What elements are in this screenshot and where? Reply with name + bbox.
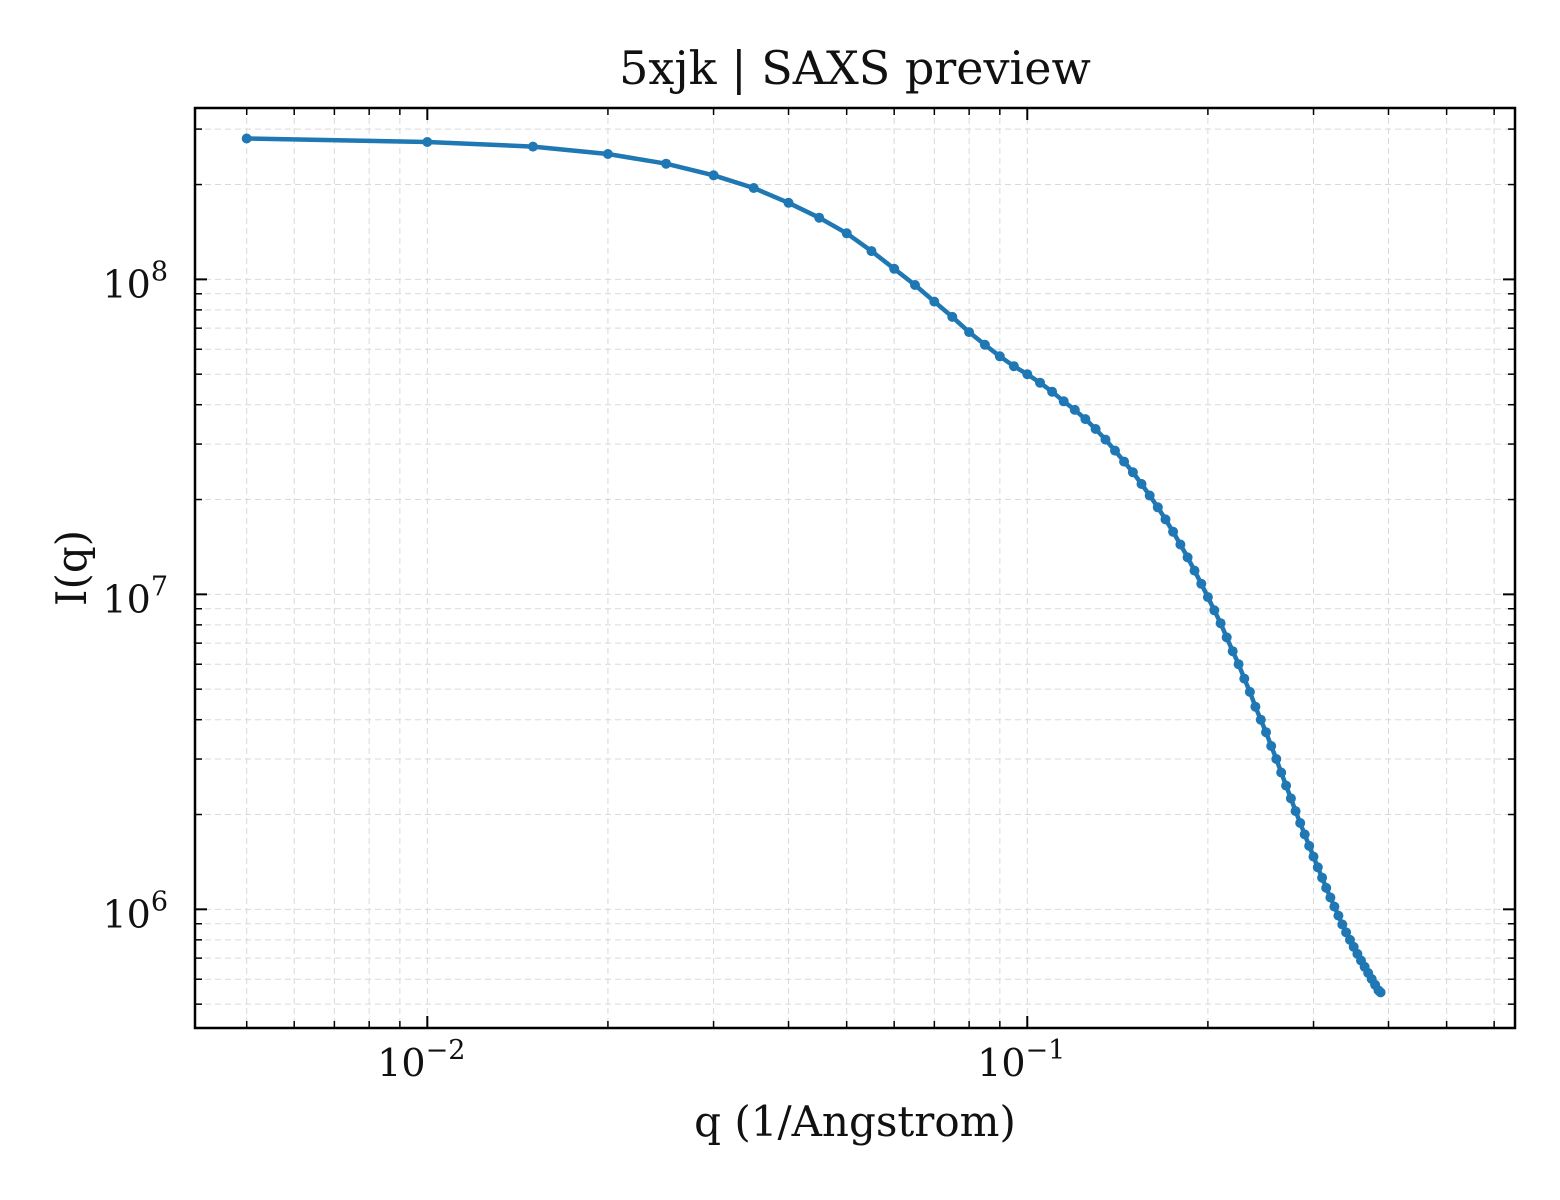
- y-tick-label: 107: [102, 571, 168, 621]
- data-point: [1255, 714, 1266, 725]
- data-point: [1209, 605, 1220, 616]
- data-point: [1261, 727, 1271, 738]
- data-point: [1182, 552, 1193, 563]
- data-point: [1035, 377, 1045, 388]
- data-point: [1202, 592, 1213, 603]
- data-point: [1189, 565, 1200, 576]
- y-tick-label: 108: [102, 256, 168, 306]
- data-point: [1215, 618, 1226, 629]
- data-point: [1317, 872, 1328, 883]
- data-point: [910, 280, 920, 290]
- data-point: [1152, 502, 1163, 513]
- data-point: [1136, 479, 1147, 489]
- data-point: [929, 296, 940, 307]
- data-point: [1175, 539, 1186, 550]
- data-point: [1047, 386, 1058, 397]
- data-point: [1008, 361, 1019, 372]
- data-point: [1337, 919, 1348, 930]
- data-point: [1090, 424, 1101, 434]
- data-point: [889, 263, 900, 274]
- series-layer: [241, 133, 1386, 998]
- data-point: [866, 246, 877, 257]
- data-point: [1271, 754, 1282, 764]
- data-point: [1160, 514, 1171, 525]
- data-point: [1244, 686, 1255, 697]
- data-point: [748, 183, 759, 193]
- data-point: [1239, 673, 1250, 684]
- data-point: [814, 212, 825, 223]
- data-point: [1110, 445, 1120, 456]
- x-tick-label: 10−2: [377, 1035, 465, 1085]
- data-point: [1312, 862, 1323, 873]
- data-point: [979, 339, 990, 350]
- x-tick-label: 10−1: [977, 1035, 1065, 1085]
- data-point: [1276, 767, 1287, 778]
- data-point: [1227, 646, 1238, 657]
- data-point: [1080, 414, 1091, 425]
- data-point: [1168, 526, 1179, 537]
- data-point: [1304, 840, 1315, 851]
- data-point: [528, 141, 538, 152]
- data-point: [1100, 434, 1111, 445]
- data-point: [1325, 892, 1336, 903]
- data-point: [1308, 851, 1319, 862]
- data-point: [841, 228, 852, 239]
- data-point: [1266, 741, 1277, 751]
- data-point: [422, 137, 433, 147]
- data-point: [1022, 369, 1033, 380]
- data-point: [1290, 806, 1301, 817]
- data-point: [964, 327, 975, 338]
- data-point: [1295, 818, 1306, 828]
- data-point: [1250, 701, 1261, 712]
- data-point: [1058, 396, 1069, 407]
- data-point: [602, 149, 613, 159]
- data-point: [1127, 467, 1138, 478]
- data-point: [1233, 659, 1244, 670]
- data-point: [783, 197, 794, 208]
- data-point: [1285, 793, 1296, 804]
- data-point: [1221, 632, 1232, 643]
- data-point: [1329, 901, 1340, 912]
- series-line: [246, 136, 1383, 995]
- tick-layer: 10−2 10−1 106 107 108: [102, 108, 1515, 1085]
- data-point: [1321, 882, 1332, 893]
- plot-frame: [193, 106, 1517, 1030]
- y-axis-label: I(q): [47, 530, 96, 606]
- data-point: [1144, 490, 1155, 501]
- data-point: [661, 158, 672, 169]
- data-point: [947, 311, 958, 322]
- chart-title: 5xjk | SAXS preview: [619, 41, 1091, 95]
- data-point: [708, 170, 719, 181]
- data-point: [1069, 404, 1080, 415]
- data-point: [994, 351, 1005, 362]
- y-tick-label: 106: [102, 886, 168, 936]
- data-point: [1333, 910, 1344, 921]
- data-point: [1375, 987, 1386, 998]
- data-point: [1119, 456, 1130, 467]
- data-point: [1281, 780, 1292, 791]
- data-point: [1341, 927, 1352, 938]
- grid-layer: [195, 108, 1515, 1028]
- data-point: [241, 133, 252, 144]
- data-point: [1299, 829, 1310, 840]
- data-point: [1196, 578, 1207, 589]
- x-axis-label: q (1/Angstrom): [694, 1097, 1016, 1146]
